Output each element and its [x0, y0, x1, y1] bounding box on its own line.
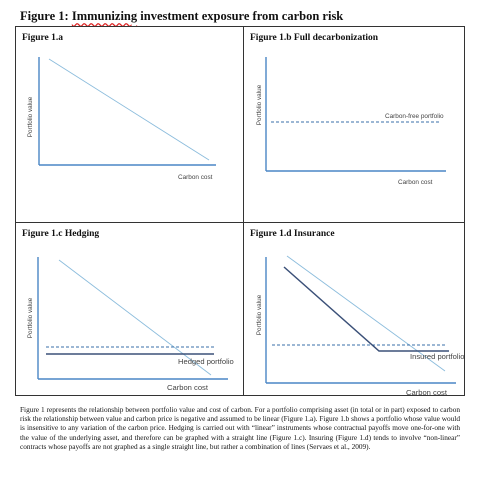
insured-portfolio-label: Insured portfolio	[410, 352, 464, 361]
figure-caption: Figure 1 represents the relationship bet…	[20, 405, 460, 451]
panel-1b: Figure 1.b Full decarbonization Carbon-f…	[244, 27, 466, 222]
x-axis-label: Carbon cost	[398, 179, 433, 186]
y-axis-label: Portfolio value	[27, 96, 34, 137]
panel-1a-plot: Portfolio value Carbon cost	[27, 57, 216, 181]
panel-1a-title: Figure 1.a	[22, 33, 63, 43]
x-axis-label: Carbon cost	[178, 174, 213, 181]
x-axis-label: Carbon cost	[167, 383, 209, 392]
y-axis-label: Portfolio value	[27, 297, 34, 338]
figure-grid: Figure 1.a Portfolio value Carbon cost F…	[15, 26, 466, 397]
title-prefix: Figure 1:	[20, 9, 72, 23]
hedged-portfolio-label: Hedged portfolio	[178, 357, 234, 366]
panel-1b-title: Figure 1.b Full decarbonization	[250, 33, 379, 43]
title-suffix: investment exposure from carbon risk	[137, 9, 344, 23]
exposure-line	[286, 255, 446, 372]
figure-title: Figure 1: Immunizing investment exposure…	[20, 9, 460, 24]
panel-1d-title: Figure 1.d Insurance	[250, 229, 335, 239]
exposure-line	[58, 259, 212, 376]
panel-1a: Figure 1.a Portfolio value Carbon cost	[16, 27, 243, 222]
panel-1c-title: Figure 1.c Hedging	[22, 229, 100, 239]
panel-1c: Figure 1.c Hedging Hedged portfolio Port…	[16, 223, 243, 397]
grid-vertical-divider	[243, 27, 244, 395]
y-axis-label: Portfolio value	[256, 84, 263, 125]
exposure-line	[48, 58, 210, 161]
grid-horizontal-divider	[16, 222, 464, 223]
title-underlined-word: Immunizing	[71, 9, 138, 23]
panel-1c-plot: Hedged portfolio Portfolio value Carbon …	[27, 257, 234, 392]
panel-1d-plot: Insured portfolio Portfolio value Carbon…	[256, 255, 464, 397]
carbon-free-label: Carbon-free portfolio	[385, 113, 444, 120]
x-axis-label: Carbon cost	[406, 388, 448, 397]
y-axis-label: Portfolio value	[256, 294, 263, 335]
panel-1b-plot: Carbon-free portfolio Portfolio value Ca…	[256, 57, 446, 186]
insured-line	[283, 266, 449, 352]
panel-1d: Figure 1.d Insurance Insured portfolio P…	[244, 223, 466, 397]
